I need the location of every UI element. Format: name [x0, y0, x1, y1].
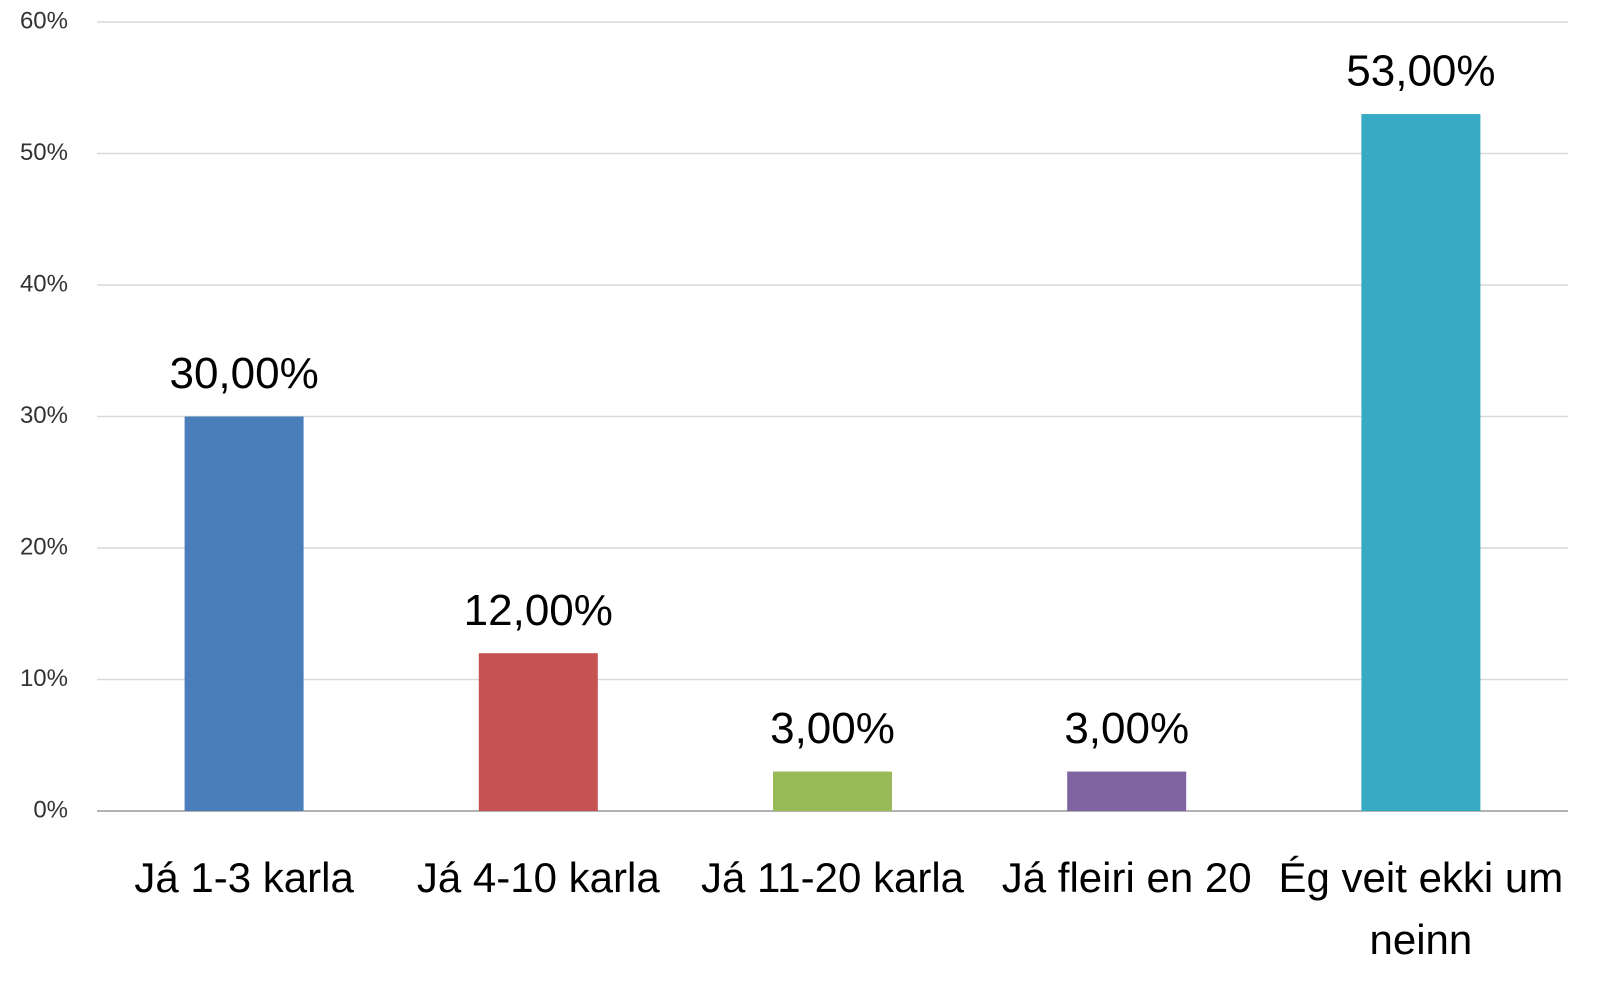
y-tick-label: 20% [20, 533, 68, 560]
bar [773, 771, 892, 811]
y-tick-label: 50% [20, 139, 68, 166]
x-tick-label: Ég veit ekki um neinn [1278, 854, 1564, 963]
bar [478, 653, 598, 811]
value-label: 3,00% [770, 704, 895, 753]
value-label: 30,00% [169, 349, 318, 398]
value-label: 53,00% [1346, 47, 1495, 96]
x-tick-label: Já 1-3 karla [134, 854, 354, 901]
bar [1067, 771, 1187, 811]
x-tick-label: Já 4-10 karla [416, 854, 660, 901]
bar [1361, 114, 1481, 812]
bar [184, 416, 304, 811]
y-tick-label: 40% [20, 270, 68, 297]
value-label: 3,00% [1064, 704, 1189, 753]
x-tick-label: Já 11-20 karla [700, 854, 965, 901]
y-tick-label: 0% [33, 796, 68, 823]
x-tick-label: Já fleiri en 20 [1001, 854, 1252, 901]
y-tick-label: 10% [20, 665, 68, 692]
y-tick-label: 30% [20, 402, 68, 429]
y-tick-label: 60% [20, 7, 68, 34]
value-label: 12,00% [464, 586, 613, 635]
